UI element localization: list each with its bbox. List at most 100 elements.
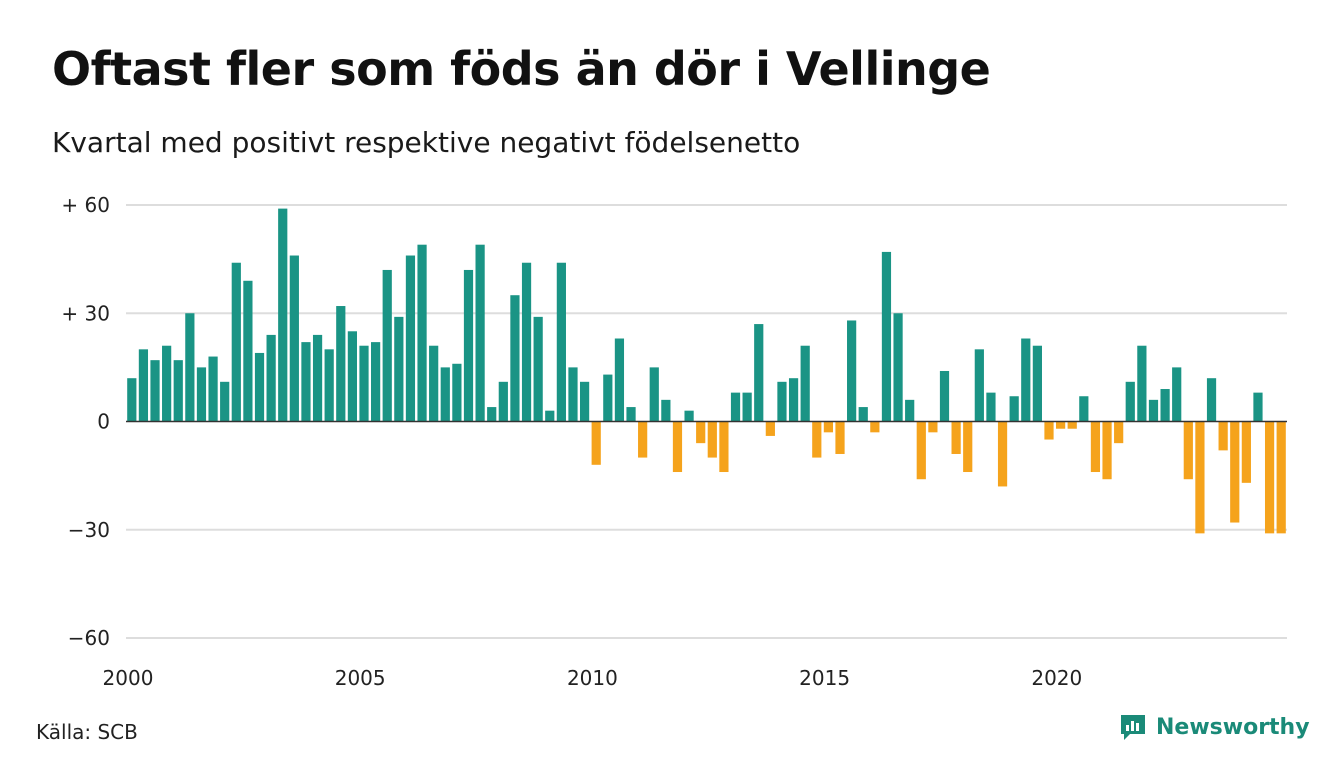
bar-positive [382,269,392,422]
bar-positive [138,349,149,422]
bar-positive [742,392,752,422]
bar-positive [289,255,299,422]
bar-positive [417,244,427,422]
bar-negative [835,421,845,454]
brand-logo: Newsworthy [1118,712,1310,742]
bar-positive [788,378,799,422]
bar-positive [1125,381,1135,422]
bar-positive [208,356,218,422]
bar-negative [928,421,938,433]
bar-positive [243,280,253,422]
bar-positive [173,360,183,422]
bar-positive [405,255,416,422]
bar-negative [1056,421,1066,429]
bar-negative [591,421,601,465]
bar-positive [324,349,334,422]
bar-negative [707,421,717,458]
bar-positive [498,381,508,422]
bar-positive [185,313,195,422]
bar-positive [254,352,265,422]
bar-negative [916,421,926,480]
x-tick-label: 2020 [1031,666,1082,690]
bar-positive [336,306,346,422]
bar-positive [371,342,381,422]
bar-positive [603,374,613,422]
bar-positive [939,370,950,422]
bar-negative [1114,421,1124,444]
bar-positive [556,262,566,422]
y-tick-label: 0 [97,410,110,434]
bar-positive [1172,367,1182,422]
bar-negative [765,421,775,436]
bars [127,208,1286,534]
bar-positive [614,338,625,422]
bar-positive [893,313,903,422]
bar-positive [684,410,694,422]
chart-title: Oftast fler som föds än dör i Vellinge [52,42,991,96]
bar-positive [1160,389,1170,422]
bar-positive [568,367,578,422]
bar-positive [231,262,241,422]
chart-subtitle: Kvartal med positivt respektive negativt… [52,126,801,159]
bar-negative [1067,421,1077,429]
bar-positive [1137,345,1147,422]
bar-positive [440,367,450,422]
x-tick-label: 2010 [567,666,618,690]
bar-negative [1102,421,1112,480]
bar-negative [963,421,973,473]
bar-positive [533,316,543,422]
bar-negative [1195,421,1205,534]
bar-negative [1230,421,1240,523]
bar-positive [312,334,323,422]
x-axis-tick-labels: 2000 2005 2010 2015 2020 [103,666,1083,690]
bar-positive [661,399,671,422]
bar-negative [812,421,822,458]
grid-lines [126,204,1287,639]
bar-positive [127,378,137,422]
bar-negative [638,421,648,458]
bar-negative [1183,421,1193,480]
source-note: Källa: SCB [36,720,138,744]
newsworthy-logo-icon [1121,715,1145,740]
y-axis-tick-labels: + 60 + 30 0 −30 −60 [61,193,110,650]
bar-positive [463,269,474,422]
y-tick-label: + 60 [61,193,110,217]
bar-positive [800,345,810,422]
bar-positive [150,360,160,422]
bar-negative [672,421,683,473]
bar-positive [986,392,996,422]
bar-positive [626,407,636,422]
bar-positive [649,367,659,422]
bar-positive [429,345,439,422]
bar-positive [475,244,485,422]
bar-positive [394,316,404,422]
bar-positive [162,345,172,422]
bar-positive [487,407,497,422]
bar-positive [359,345,369,422]
bar-positive [777,381,787,422]
y-tick-label: −30 [68,518,110,542]
x-tick-label: 2005 [335,666,386,690]
bar-negative [823,421,834,433]
bar-positive [510,295,520,422]
bar-positive [278,208,288,422]
bar-positive [266,334,276,422]
bar-positive [1253,392,1263,422]
bar-positive [347,331,357,422]
bar-positive [858,407,868,422]
bar-negative [1276,421,1286,534]
bar-negative [1218,421,1228,451]
bar-positive [545,410,555,422]
bar-positive [301,342,311,422]
bar-positive [1021,338,1031,422]
bar-positive [1148,399,1159,422]
x-tick-label: 2015 [799,666,850,690]
bar-negative [1241,421,1251,483]
bar-positive [521,262,532,422]
bar-positive [1009,396,1019,422]
bar-positive [196,367,207,422]
bar-negative [719,421,729,473]
brand-name: Newsworthy [1156,714,1310,740]
bar-negative [1090,421,1101,473]
bar-positive [220,381,230,422]
